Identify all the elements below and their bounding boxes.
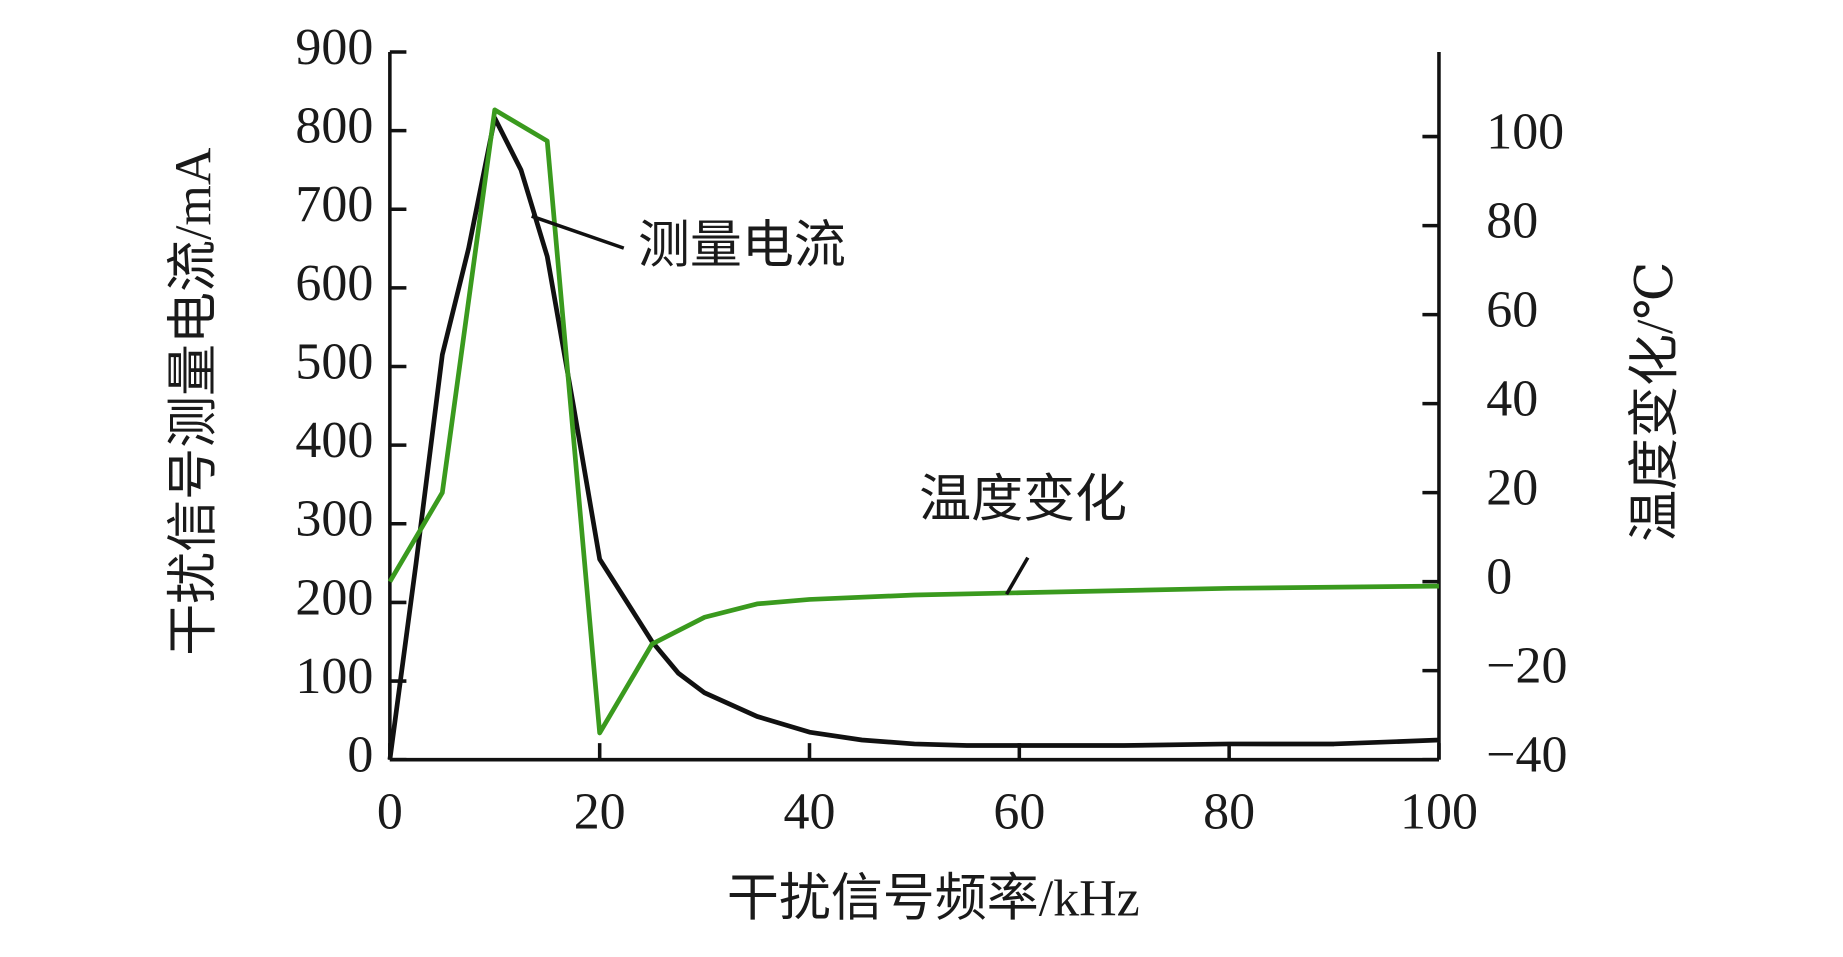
- x-tick-label: 20: [574, 783, 626, 840]
- y2-tick-label: 40: [1486, 371, 1538, 428]
- x-tick-label: 60: [993, 783, 1045, 840]
- y2-tick-label: 100: [1486, 103, 1564, 160]
- x-axis-title: 干扰信号频率/kHz: [727, 871, 1140, 928]
- y2-tick-label: −20: [1486, 638, 1567, 695]
- y-tick-label: 900: [295, 19, 373, 76]
- y2-axis-title: 温度变化/℃: [1627, 261, 1684, 541]
- x-tick-label: 40: [784, 783, 836, 840]
- y-axis-title: 干扰信号测量电流/mA: [165, 147, 222, 656]
- series-label: 测量电流: [638, 217, 846, 274]
- y-tick-label: 700: [295, 176, 373, 233]
- y-tick-label: 800: [295, 98, 373, 155]
- y2-tick-label: 80: [1486, 193, 1538, 250]
- line: [387, 115, 1440, 760]
- y-tick-label: 100: [295, 648, 373, 705]
- y2-tick-label: 20: [1486, 460, 1538, 517]
- y-tick-label: 300: [295, 491, 373, 548]
- line: [387, 107, 1439, 736]
- x-tick-label: 80: [1203, 783, 1255, 840]
- y-tick-label: 500: [295, 333, 373, 390]
- y2-tick-label: −40: [1486, 727, 1567, 784]
- y-tick-label: 200: [295, 569, 373, 626]
- x-tick-label: 100: [1400, 783, 1478, 840]
- leader-line: [1005, 556, 1030, 596]
- x-tick-label: 0: [377, 783, 403, 840]
- leader-line: [531, 214, 625, 250]
- y-tick-label: 0: [347, 727, 373, 784]
- y2-tick-label: 0: [1486, 549, 1512, 606]
- series-label: 温度变化: [919, 471, 1127, 528]
- y2-tick-label: 60: [1486, 282, 1538, 339]
- y-tick-label: 400: [295, 412, 373, 469]
- y-tick-label: 600: [295, 255, 373, 312]
